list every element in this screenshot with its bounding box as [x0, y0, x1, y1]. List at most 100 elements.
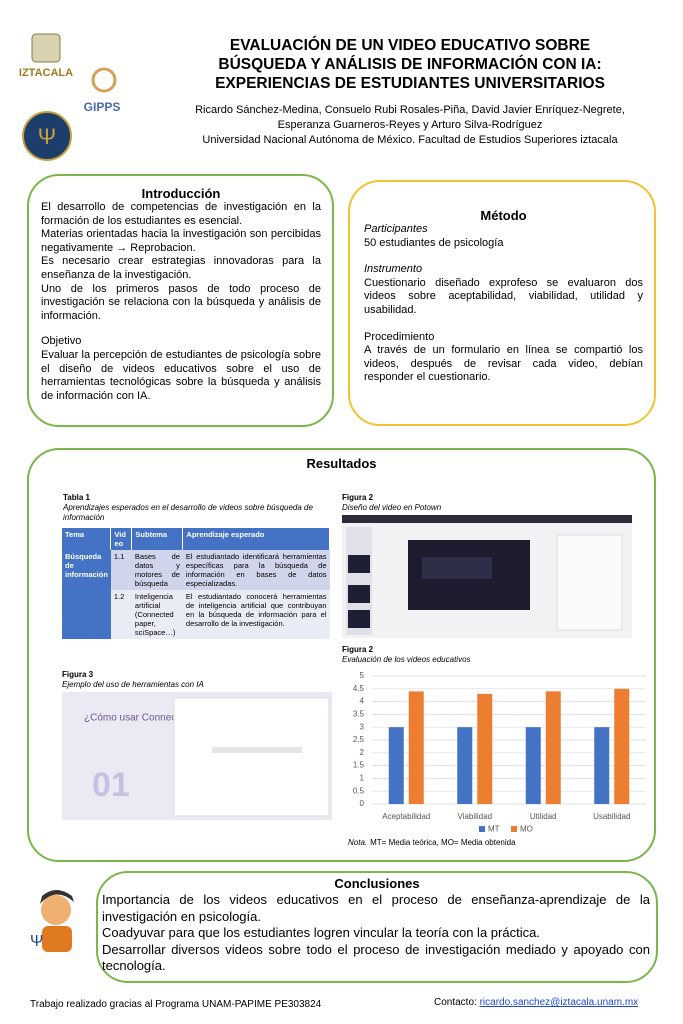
table-label: Tabla 1 [63, 493, 90, 502]
subheading: Participantes [364, 223, 428, 235]
legend-label: MT [488, 825, 500, 834]
section-title: Resultados [306, 456, 377, 471]
figure-caption: Figura 3 Ejemplo del uso de herramientas… [62, 670, 332, 690]
bar [408, 691, 424, 804]
table-cell: Bases de datos y motores de búsqueda [134, 552, 180, 588]
title-line: BÚSQUEDA Y ANÁLISIS DE INFORMACIÓN CON I… [218, 56, 602, 73]
x-tick-label: Viabilidad [457, 812, 492, 821]
note-text: MT= Media teórica, MO= Media obtenida [370, 838, 516, 847]
paragraph: Es necesario crear estrategias innovador… [41, 255, 321, 281]
table-header: Video [110, 528, 133, 550]
y-tick-label: 0.5 [353, 786, 365, 795]
logo-text: GIPPS [84, 100, 121, 114]
paragraph: Evaluar la percepción de estudiantes de … [41, 348, 321, 402]
screen-text: ¿Cómo usar Connecter Paper? [84, 713, 223, 724]
bar [594, 727, 610, 804]
logos: IZTACALA GIPPS Ψ [19, 33, 121, 161]
chart: 0 0.5 1 1.5 2 2.5 3 3.5 4 4.5 5 Aceptabilidad Viabil… [348, 671, 646, 847]
table-cell: El estudiantado identificará herramienta… [185, 552, 327, 588]
paragraph: 50 estudiantes de psicología [364, 236, 504, 249]
results-box [27, 448, 656, 862]
contact: Contacto: ricardo.sanchez@iztacala.unam.… [434, 997, 638, 1008]
y-tick-label: 1.5 [353, 761, 365, 770]
table-cell: Inteligencia artificial (Connected paper… [134, 592, 176, 637]
header: EVALUACIÓN DE UN VIDEO EDUCATIVO SOBRE B… [150, 36, 670, 148]
y-tick-label: 2.5 [353, 735, 365, 744]
conclusions-box [96, 871, 658, 983]
psi-logo [22, 111, 72, 161]
chart-note: Nota. MT= Media teórica, MO= Media obteni… [348, 838, 516, 847]
gipps-icon [91, 67, 117, 93]
subheading: Objetivo [41, 335, 82, 348]
x-tick-label: Aceptabilidad [382, 812, 430, 821]
figure-caption: Figura 2 Diseño del video en Potown [342, 493, 632, 513]
intro-box [27, 174, 334, 427]
contact-label: Contacto: [434, 997, 477, 1008]
mascot: Ψ [30, 890, 74, 952]
x-tick-label: Utilidad [530, 812, 557, 821]
panel [556, 534, 623, 631]
title-line: EXPERIENCIAS DE ESTUDIANTES UNIVERSITARI… [215, 75, 605, 92]
legend-swatch [511, 826, 517, 832]
paragraph: El desarrollo de competencias de investi… [41, 201, 321, 227]
table-cell: 1.1 [113, 552, 125, 561]
table-header-row: Tema Video Subtema Aprendizaje esperado [62, 528, 330, 550]
table-caption: Tabla 1 Aprendizajes esperados en el des… [63, 493, 328, 523]
table-cell: Búsqueda de información [62, 550, 111, 639]
bar [614, 688, 630, 804]
table-header: Tema [62, 528, 112, 550]
table-cell: 1.2 [113, 592, 125, 601]
table-row: Búsqueda de información 1.1 Bases de dat… [62, 550, 330, 639]
section-title: Introducción [141, 186, 221, 201]
decor: 01 [92, 766, 130, 804]
funding: Trabajo realizado gracias al Programa UN… [30, 999, 322, 1010]
paragraph: A través de un formulario en línea se co… [364, 344, 643, 384]
y-tick-label: 4 [360, 697, 365, 706]
table-cell: El estudiantado conocerá herramientas de… [185, 592, 327, 628]
thumb [348, 585, 370, 603]
method-box [348, 180, 656, 426]
thumb [348, 610, 370, 628]
paragraph: Coadyuvar para que los estudiantes logre… [102, 925, 540, 940]
y-tick-label: 1 [360, 774, 365, 783]
note-lead: Nota. [348, 838, 367, 847]
head [41, 895, 71, 925]
bar [388, 727, 404, 804]
y-tick-label: 5 [360, 671, 365, 680]
bar [457, 727, 473, 804]
y-tick-label: 0 [360, 799, 365, 808]
caption: Ejemplo del uso de herramientas con IA [62, 680, 204, 689]
method: Método Participantes 50 estudiantes de p… [364, 208, 643, 385]
search-bar [212, 747, 302, 753]
ia-screenshot: ¿Cómo usar Connecter Paper? 01 [62, 692, 332, 820]
author-line: Ricardo Sánchez-Medina, Consuelo Rubi Ro… [195, 104, 625, 116]
paragraph: Uno de los primeros pasos de todo proces… [41, 282, 321, 322]
x-tick-label: Usabilidad [593, 812, 630, 821]
y-tick-label: 4.5 [353, 684, 365, 693]
video-screenshot [342, 515, 632, 638]
unam-logo [31, 33, 61, 63]
paragraph: Importancia de los videos educativos en … [102, 892, 650, 924]
title-line: EVALUACIÓN DE UN VIDEO EDUCATIVO SOBRE [229, 37, 591, 54]
thumb [348, 555, 370, 573]
subheading: Procedimiento [364, 330, 435, 343]
figure-label: Figura 3 [62, 670, 94, 679]
section-title: Método [480, 208, 527, 223]
email-link[interactable]: ricardo.sanchez@iztacala.unam.mx [479, 997, 639, 1008]
legend-swatch [479, 826, 485, 832]
paragraph: Desarrollar diversos videos sobre todo e… [102, 941, 650, 974]
figure-caption: Figura 2 Evaluación de los videos educat… [342, 645, 642, 665]
figure-label: Figura 2 [342, 645, 374, 654]
y-tick-label: 3 [360, 722, 365, 731]
bar [545, 691, 561, 804]
intro: Introducción El desarrollo de competenci… [41, 186, 321, 403]
web-page [173, 697, 330, 817]
body [42, 926, 72, 952]
legend-label: MO [520, 825, 533, 834]
topbar [342, 515, 632, 523]
author-line: Esperanza Guarneros-Reyes y Arturo Silva… [277, 119, 543, 131]
bar [477, 693, 493, 804]
y-tick-label: 3.5 [353, 710, 365, 719]
figure-label: Figura 2 [342, 493, 374, 502]
psi-symbol: Ψ [38, 124, 56, 149]
